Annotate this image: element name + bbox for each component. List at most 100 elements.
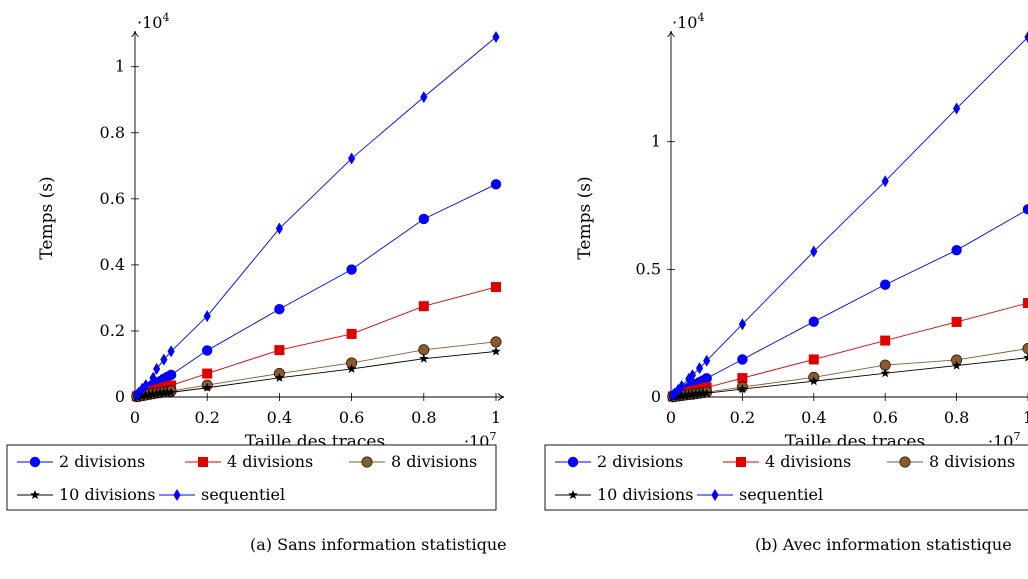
series-line [136,341,497,398]
data-point [676,390,687,400]
y-tick-label: 0.4 [100,255,125,274]
series-line [672,208,1028,397]
legend-label: 2 divisions [597,452,683,471]
series-line [136,36,497,396]
x-tick-label: 0.2 [730,408,755,427]
series-4-divisions [667,298,1028,402]
legend-label: 10 divisions [59,485,155,504]
data-point [881,175,889,188]
data-point [202,345,213,356]
x-tick-label: 0 [666,408,676,427]
data-point [698,388,708,398]
series-8-divisions [667,342,1028,403]
data-point [703,354,711,367]
x-tick-label: 0.8 [944,408,969,427]
legend-item: sequentiel [697,485,823,504]
data-point [418,301,429,312]
legend-item: 10 divisions [555,485,693,504]
legend-label: 4 divisions [227,452,313,471]
data-point [808,316,819,327]
data-point [685,372,693,385]
legend-label: sequentiel [201,485,285,504]
series-line [672,357,1028,398]
data-point [142,379,150,392]
legend-label: 4 divisions [765,452,851,471]
data-point [1023,352,1028,362]
y-tick-label: 0.6 [100,189,125,208]
series-line [672,302,1028,397]
series-sequentiel [669,31,1028,402]
data-point [567,456,579,468]
x-tick-label: 0.4 [801,408,826,427]
data-point [711,489,719,501]
data-point [568,490,578,500]
data-point [809,376,819,386]
series-line [136,286,497,397]
legend-label: 8 divisions [929,452,1015,471]
data-point [492,31,500,43]
series-10-divisions [668,352,1028,401]
data-point [701,373,712,384]
legend-item: 2 divisions [17,452,145,471]
y-tick-label: 1 [115,57,125,76]
legend-label: 10 divisions [597,485,693,504]
data-point [737,373,748,384]
data-point [202,368,213,379]
data-point [346,328,357,339]
data-point [953,102,961,115]
x-tick-label: 0.8 [411,408,436,427]
series-8-divisions [131,336,502,403]
data-point [153,362,161,375]
data-point [162,387,173,397]
figure-caption: (b) Avec information statistique [755,535,1012,554]
figure-caption: (a) Sans information statistique [250,535,507,554]
data-point [1024,31,1028,43]
data-point [30,490,40,500]
x-tick-label: 0.2 [194,408,219,427]
data-point [346,264,357,275]
data-point [951,360,962,370]
legend-item: 8 divisions [887,452,1015,471]
data-point [1023,298,1028,309]
legend-label: 2 divisions [59,452,145,471]
data-point [29,456,41,468]
chart-panel-a: 0 0.2 0.4 0.6 0.8 100.20.40.60.81·104·107Tail… [6,11,507,554]
y-tick-label: 0 [651,387,661,406]
legend-item: 10 divisions [17,485,155,504]
legend-box [6,444,497,511]
data-point [880,335,891,346]
data-point [490,179,502,190]
series-10-divisions [132,346,501,401]
y-axis-title: Temps (s) [575,176,595,259]
data-point [736,457,746,467]
series-line [136,183,497,397]
data-point [810,245,818,258]
legend-box [544,444,1028,511]
data-point [951,244,962,256]
y-tick-label: 1 [651,132,661,151]
data-point [418,344,430,356]
series-4-divisions [131,282,501,402]
legend-item: sequentiel [159,485,285,504]
data-point [899,456,911,468]
data-point [149,371,157,384]
x-tick-label: 0.6 [339,408,364,427]
legend-item: 8 divisions [349,452,477,471]
data-point [687,389,698,399]
x-tick-label: 0.4 [267,408,292,427]
legend: 2 divisions 4 divisions 8 divisions 10 divi… [544,444,1028,511]
data-point [490,336,502,348]
data-point [880,279,891,290]
data-point [274,345,285,356]
y-tick-label: 0 [115,387,125,406]
data-point [274,372,285,382]
legend-label: 8 divisions [391,452,477,471]
x-tick-label: 1 [1023,408,1028,427]
data-point [1022,342,1028,354]
data-point [691,389,701,399]
data-point [155,388,166,398]
y-tick-label: 0.5 [636,259,661,278]
series-sequentiel [133,31,500,402]
y-axis-arrow [667,30,675,38]
data-point [348,152,356,165]
